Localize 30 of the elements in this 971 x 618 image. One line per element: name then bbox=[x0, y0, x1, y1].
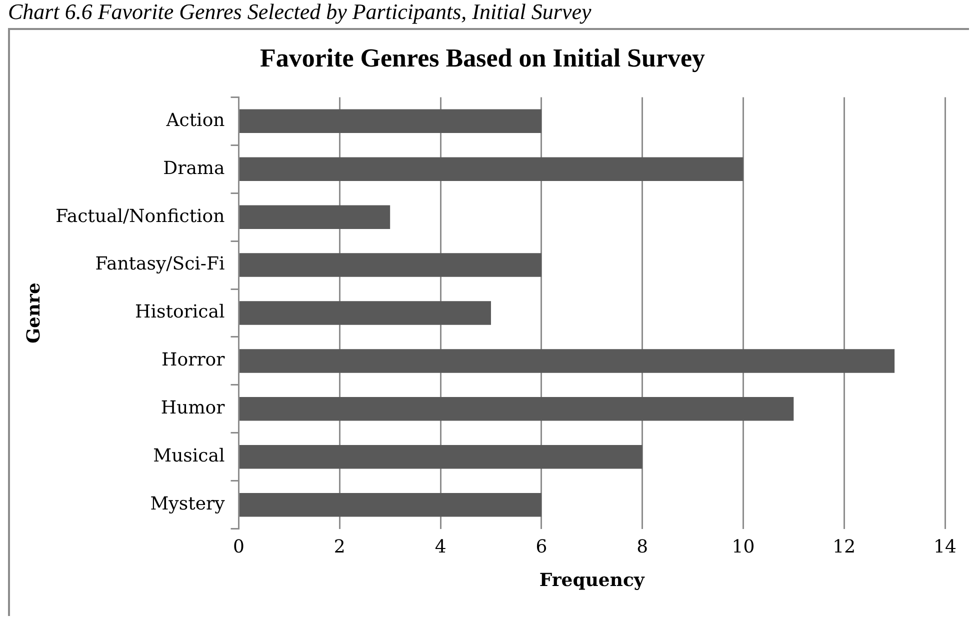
y-tick-label: Musical bbox=[153, 446, 225, 467]
y-tick-label: Horror bbox=[162, 350, 226, 371]
y-tick-label: Humor bbox=[160, 398, 226, 419]
bar bbox=[239, 157, 744, 182]
y-tick-label: Factual/Nonfiction bbox=[56, 206, 226, 227]
bar bbox=[239, 301, 491, 325]
y-tick-label: Action bbox=[165, 110, 226, 131]
bar bbox=[239, 109, 542, 134]
x-tick-label: 0 bbox=[233, 536, 244, 558]
bar bbox=[239, 205, 390, 229]
bar bbox=[239, 397, 794, 421]
x-tick-label: 6 bbox=[536, 536, 548, 558]
chart-title: Favorite Genres Based on Initial Survey bbox=[260, 43, 706, 72]
y-tick-label: Drama bbox=[163, 158, 226, 179]
x-tick-label: 2 bbox=[334, 536, 346, 558]
y-axis-title: Genre bbox=[23, 282, 44, 344]
x-tick-label: 10 bbox=[732, 536, 755, 558]
x-axis-title: Frequency bbox=[539, 570, 645, 591]
y-tick-label: Fantasy/Sci-Fi bbox=[95, 254, 225, 275]
caption: Chart 6.6 Favorite Genres Selected by Participants, Initial Survey bbox=[8, 0, 592, 24]
bar bbox=[239, 253, 542, 277]
bar bbox=[239, 349, 895, 373]
x-tick-label: 8 bbox=[636, 536, 648, 558]
y-tick-label: Historical bbox=[135, 302, 225, 323]
bar bbox=[239, 445, 642, 469]
y-tick-label: Mystery bbox=[150, 493, 226, 514]
x-tick-label: 12 bbox=[832, 536, 856, 558]
bar bbox=[239, 492, 542, 517]
x-tick-label: 4 bbox=[434, 536, 446, 558]
x-tick-label: 14 bbox=[934, 536, 956, 558]
